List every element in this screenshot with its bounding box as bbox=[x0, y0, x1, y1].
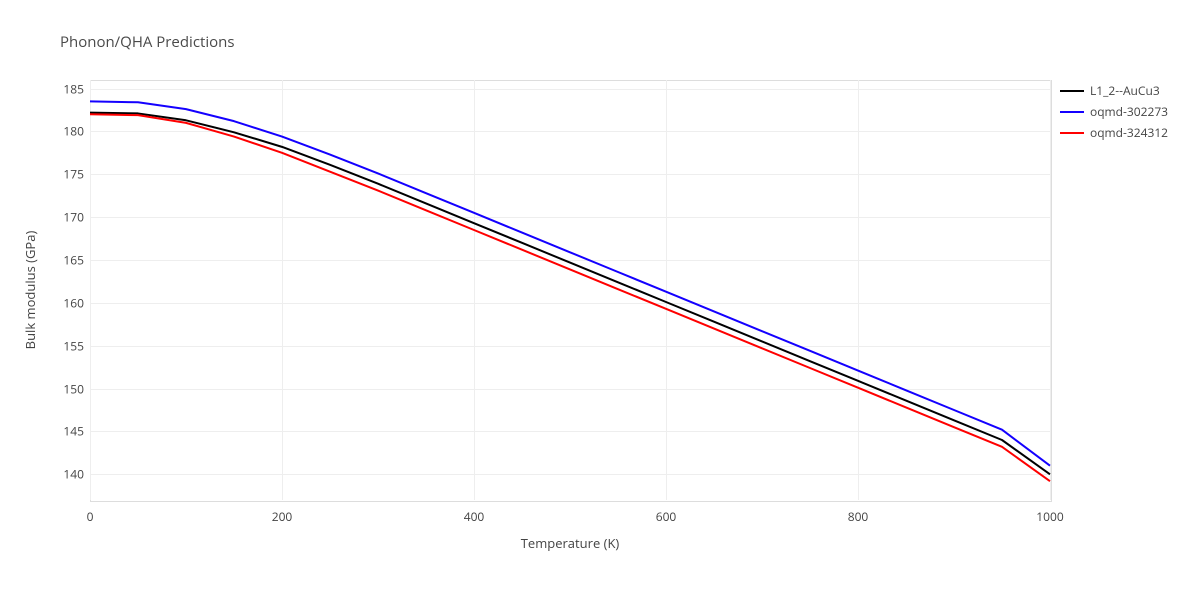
series-line[interactable] bbox=[90, 114, 1050, 481]
series-line[interactable] bbox=[90, 113, 1050, 475]
series-layer bbox=[0, 0, 1200, 600]
chart-container: Phonon/QHA Predictions Bulk modulus (GPa… bbox=[0, 0, 1200, 600]
series-line[interactable] bbox=[90, 101, 1050, 465]
